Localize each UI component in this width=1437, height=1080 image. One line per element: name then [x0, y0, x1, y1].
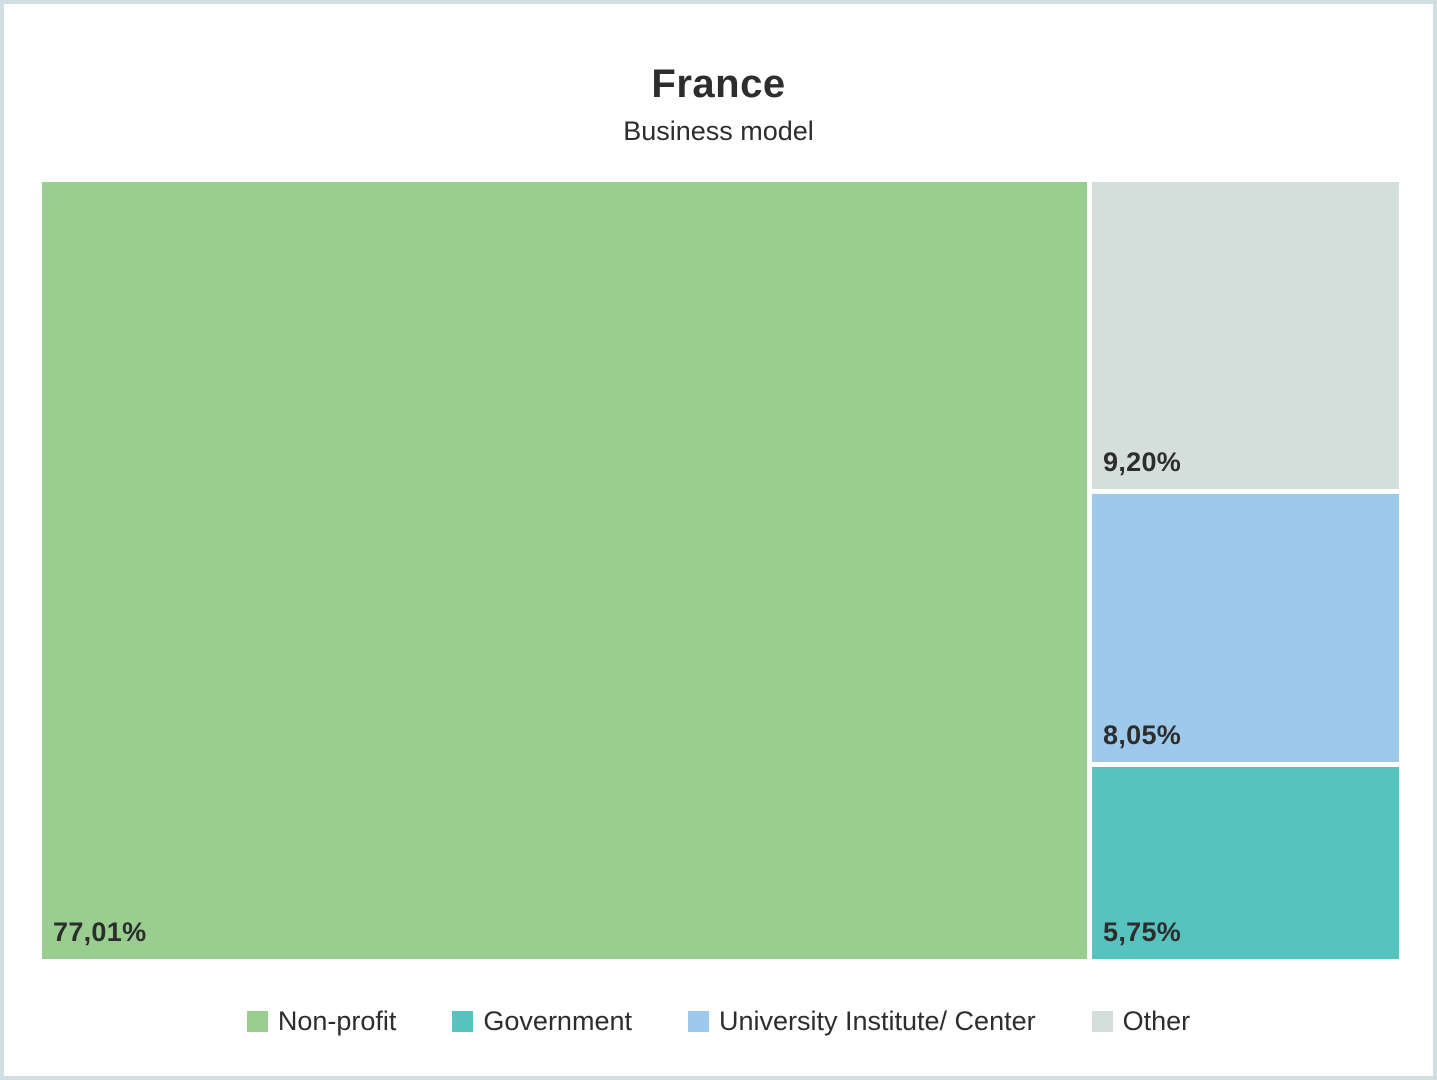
legend-item-university-institute-center[interactable]: University Institute/ Center: [687, 1006, 1036, 1037]
legend-swatch-government-icon: [452, 1011, 474, 1032]
chart-title: France: [651, 62, 786, 106]
treemap-tile-other[interactable]: 9,20%: [1092, 182, 1399, 489]
legend-label-other: Other: [1122, 1006, 1191, 1036]
legend: Non-profit Government University Institu…: [4, 1006, 1433, 1037]
treemap-right-column: 9,20% 8,05% 5,75%: [1092, 182, 1399, 959]
legend-label-non-profit: Non-profit: [277, 1006, 397, 1036]
treemap-tile-non-profit[interactable]: 77,01%: [42, 182, 1088, 959]
legend-item-government[interactable]: Government: [452, 1006, 632, 1037]
legend-swatch-university-institute-center-icon: [687, 1011, 709, 1032]
tile-value-label-non-profit: 77,01%: [53, 917, 147, 947]
treemap: 77,01% 9,20% 8,05% 5,75%: [42, 182, 1399, 959]
chart-subtitle: Business model: [623, 116, 814, 146]
tile-value-label-other: 9,20%: [1103, 446, 1182, 477]
tile-value-label-university-institute-center: 8,05%: [1103, 720, 1182, 751]
treemap-tile-university-institute-center[interactable]: 8,05%: [1092, 493, 1399, 763]
legend-item-other[interactable]: Other: [1091, 1006, 1191, 1037]
legend-item-non-profit[interactable]: Non-profit: [246, 1006, 397, 1037]
legend-label-university-institute-center: University Institute/ Center: [718, 1006, 1036, 1036]
chart-header: France Business model: [4, 4, 1433, 147]
legend-swatch-other-icon: [1091, 1011, 1113, 1032]
treemap-tile-government[interactable]: 5,75%: [1092, 767, 1399, 959]
legend-label-government: Government: [483, 1006, 632, 1036]
legend-swatch-non-profit-icon: [246, 1011, 268, 1032]
tile-value-label-government: 5,75%: [1103, 917, 1182, 947]
